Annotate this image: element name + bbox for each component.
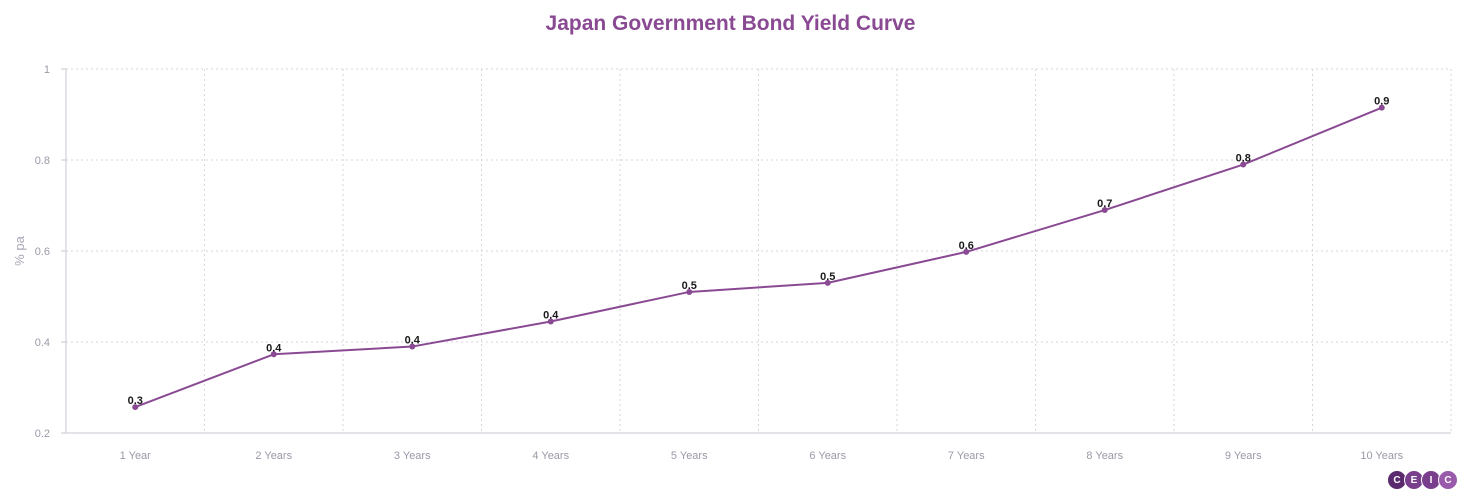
y-tick-label: 0.8 [35,155,50,167]
data-point [409,343,416,350]
grid-layer [66,68,1452,433]
data-label: 0.7 [1097,198,1112,210]
x-tick-label: 2 Years [255,450,292,462]
chart-title: Japan Government Bond Yield Curve [545,12,916,35]
logo-letter: C [1438,470,1458,490]
data-label: 0.5 [682,280,697,292]
data-point [1101,207,1108,214]
x-tick-label: 9 Years [1225,450,1262,462]
data-point [1378,104,1385,111]
data-label: 0.6 [959,240,974,252]
data-point [824,279,831,286]
x-tick-label: 10 Years [1360,450,1403,462]
x-tick-label: 7 Years [948,450,985,462]
data-point [132,404,139,411]
data-point [686,288,693,295]
data-point [963,248,970,255]
data-label: 0.4 [266,342,282,354]
data-label: 0.3 [128,395,143,407]
x-tick-label: 4 Years [532,450,569,462]
y-tick-label: 1 [44,64,50,76]
y-axis-label: % pa [12,235,27,265]
x-tick-label: 3 Years [394,450,431,462]
axis-layer: 0.2 0.4 0.6 0.8 1 1 Year 2 Years 3 Years 4 Years… [35,64,1451,462]
data-label: 0.9 [1374,96,1389,108]
y-tick-label: 0.6 [35,246,50,258]
logo-letter: C [1387,470,1407,490]
y-tick-label: 0.4 [35,337,50,349]
series-layer [132,104,1385,411]
data-point [547,318,554,325]
data-label: 0.4 [405,335,421,347]
data-point [1240,161,1247,168]
data-label: 0.4 [543,310,559,322]
x-tick-label: 6 Years [809,450,846,462]
label-layer: 0.3 0.4 0.4 0.4 0.5 0.5 0.6 0.7 0.8 0.9 [128,96,1390,407]
data-label: 0.5 [820,271,835,283]
data-label: 0.8 [1236,153,1251,165]
data-point [270,351,277,358]
x-tick-label: 1 Year [120,450,152,462]
x-tick-label: 8 Years [1086,450,1123,462]
series-line [134,106,1383,408]
x-tick-label: 5 Years [671,450,708,462]
y-tick-label: 0.2 [35,428,50,440]
